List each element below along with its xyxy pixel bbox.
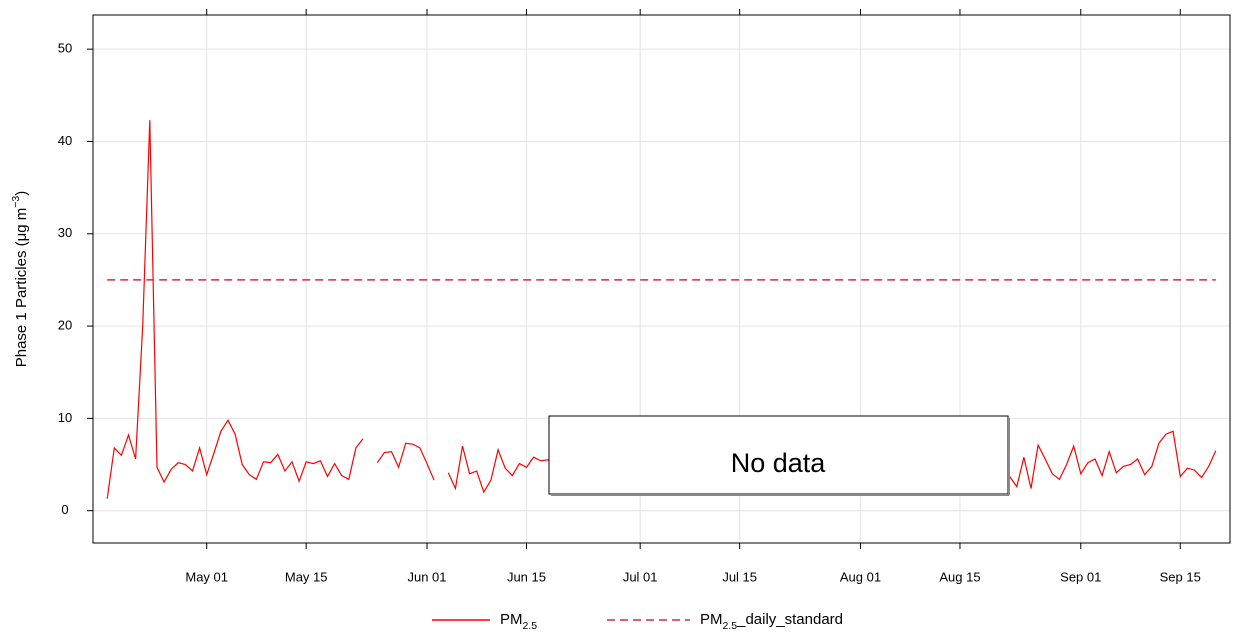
annotation: No data <box>731 448 827 478</box>
plot-frame <box>92 14 1231 544</box>
legend-label: PM2.5 <box>500 611 537 632</box>
x-tick-label: Sep 01 <box>1060 569 1101 584</box>
y-tick-label: 20 <box>58 318 72 333</box>
x-tick-label: Jul 15 <box>722 569 757 584</box>
x-tick-label: Sep 15 <box>1160 569 1201 584</box>
x-tick-label: Aug 01 <box>840 569 881 584</box>
x-tick-label: May 15 <box>285 569 328 584</box>
y-tick-label: 0 <box>61 502 68 517</box>
x-tick-label: May 01 <box>185 569 228 584</box>
x-tick-label: Jun 15 <box>507 569 546 584</box>
y-tick-label: 50 <box>58 41 72 56</box>
x-tick-label: Jun 01 <box>407 569 446 584</box>
y-tick-label: 10 <box>58 410 72 425</box>
x-tick-label: Aug 15 <box>939 569 980 584</box>
data-line <box>106 120 1217 499</box>
y-tick-label: 30 <box>58 225 72 240</box>
x-tick-label: Jul 01 <box>623 569 658 584</box>
y-axis-label: Phase 1 Particles (μg m−3) <box>10 191 30 368</box>
legend-label: PM2.5_daily_standard <box>700 611 843 632</box>
y-tick-label: 40 <box>58 133 72 148</box>
